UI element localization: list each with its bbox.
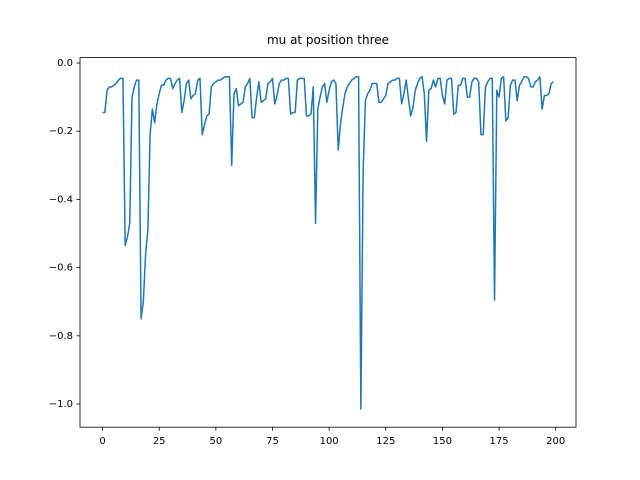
chart-title: mu at position three: [267, 33, 389, 47]
y-tick-label: −0.8: [49, 331, 73, 342]
x-tick-label: 50: [209, 436, 222, 447]
y-tick-label: −1.0: [49, 399, 73, 410]
x-tick-label: 0: [99, 436, 105, 447]
y-tick-label: −0.2: [49, 126, 73, 137]
y-tick-label: −0.6: [49, 263, 73, 274]
x-tick-label: 100: [320, 436, 339, 447]
y-tick-label: 0.0: [57, 58, 73, 69]
plot-frame: [79, 57, 577, 428]
x-tick-label: 25: [153, 436, 166, 447]
x-tick-label: 75: [266, 436, 279, 447]
x-tick-label: 125: [376, 436, 395, 447]
line: [102, 75, 554, 410]
x-tick-label: 175: [490, 436, 509, 447]
x-tick-label: 150: [433, 436, 452, 447]
x-tick-label: 200: [546, 436, 565, 447]
y-tick-label: −0.4: [49, 194, 73, 205]
